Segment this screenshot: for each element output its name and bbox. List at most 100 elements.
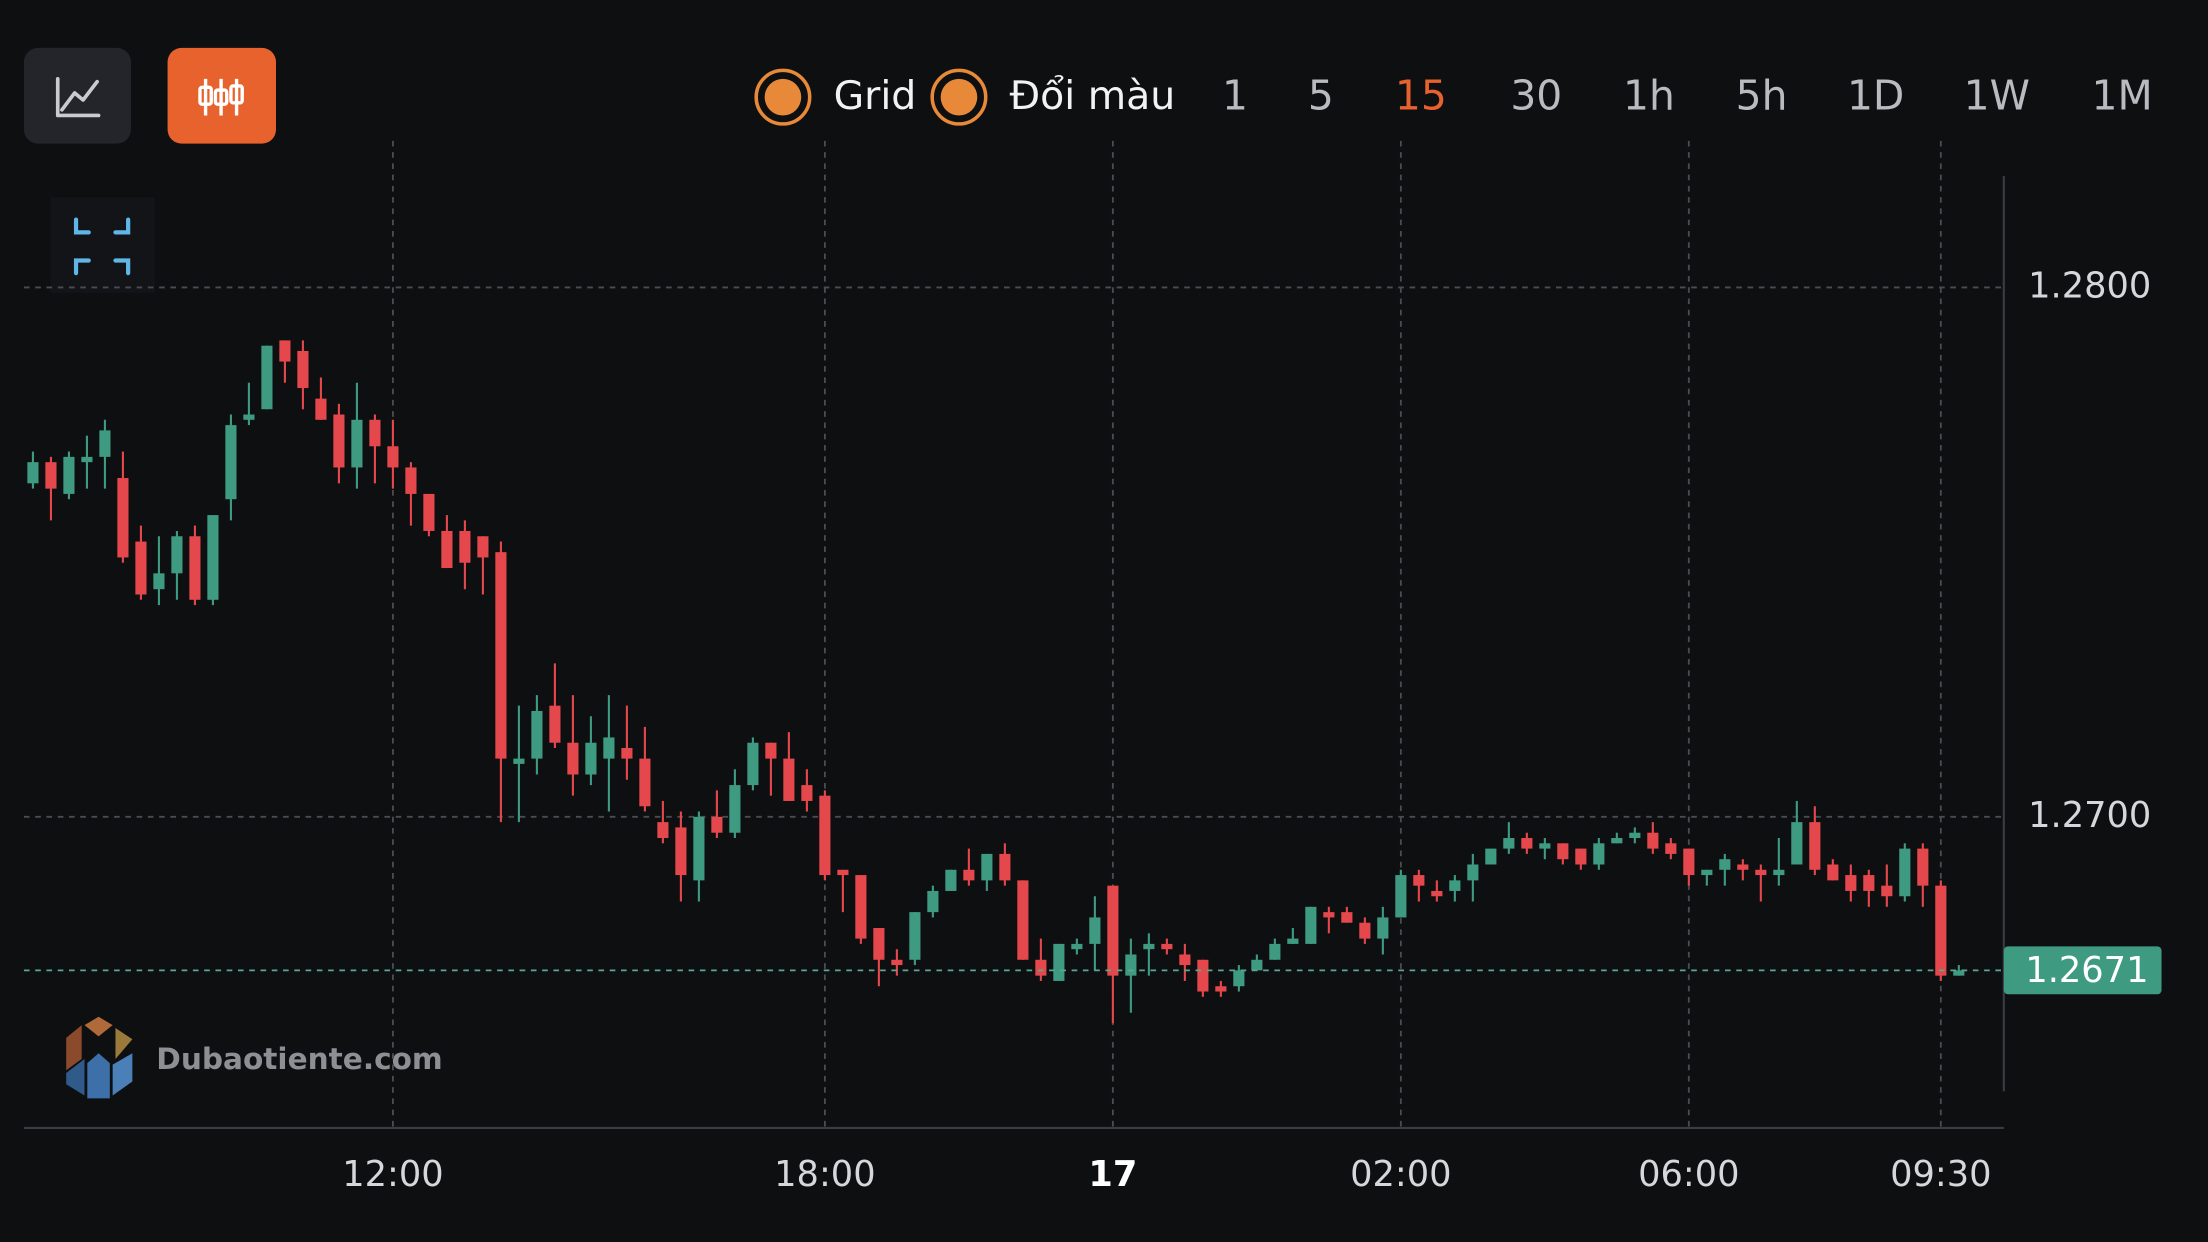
candle-body — [1215, 986, 1227, 992]
candle-body — [45, 462, 57, 489]
timeframe-button[interactable]: 1W — [1964, 72, 2030, 120]
candle-body — [1071, 943, 1083, 950]
candle-body — [1485, 848, 1497, 865]
candle-body — [1791, 822, 1803, 865]
x-tick-label: 02:00 — [1350, 1154, 1451, 1195]
candle-body — [873, 928, 885, 960]
candle-body — [297, 350, 309, 389]
x-tick-label: 06:00 — [1638, 1154, 1739, 1195]
candle-body — [225, 425, 237, 500]
candle-body — [1647, 832, 1659, 849]
candle-body — [1467, 864, 1479, 881]
line-mode-button[interactable] — [23, 47, 131, 144]
candle-body — [1305, 906, 1317, 944]
watermark-logo — [66, 1016, 133, 1099]
candle-body — [1341, 912, 1353, 923]
candle-body — [315, 398, 327, 420]
candle-body — [207, 515, 219, 600]
candle-body — [801, 785, 813, 801]
candle-body — [495, 552, 507, 759]
candle-body — [981, 853, 993, 881]
candle-body — [693, 816, 705, 881]
candle-body — [909, 912, 921, 960]
radio-outer[interactable] — [754, 68, 812, 126]
timeframe-button[interactable]: 1h — [1623, 72, 1675, 120]
candle-body — [1935, 885, 1947, 976]
candle-body — [1035, 959, 1047, 976]
candle-body — [99, 430, 111, 457]
plot — [23, 140, 2004, 1127]
radio-inner — [940, 78, 978, 116]
watermark-text: Dubaotiente.com — [156, 1042, 442, 1076]
candle-body — [1827, 864, 1839, 881]
candle-body — [1287, 938, 1299, 944]
candle-body — [117, 478, 129, 558]
candle-body — [1143, 943, 1155, 950]
compress-arrows — [73, 217, 131, 276]
candle-body — [639, 758, 651, 807]
line-icon — [55, 77, 101, 118]
candle-body — [1359, 922, 1371, 939]
last-price-label: 1.2671 — [2025, 950, 2148, 991]
last-price-badge — [2003, 946, 2162, 995]
candle-body — [1323, 912, 1335, 918]
candle-mode-button[interactable] — [167, 47, 276, 144]
candle-body — [261, 345, 273, 410]
candle-body — [819, 795, 831, 876]
candle-body — [27, 462, 39, 484]
candle-body — [567, 742, 579, 775]
candle-body — [927, 890, 939, 913]
x-tick-label: 09:30 — [1890, 1154, 1991, 1195]
timeframe-button[interactable]: 15 — [1395, 72, 1447, 120]
candle-body — [1377, 917, 1389, 939]
candle-body — [837, 869, 849, 876]
candle-body — [513, 758, 525, 764]
compress-icon[interactable] — [50, 197, 155, 293]
candle-body — [423, 493, 435, 531]
timeframe-button[interactable]: 30 — [1510, 72, 1562, 120]
candle-body — [1161, 943, 1173, 950]
candle-body — [1773, 869, 1785, 876]
candle-body — [1449, 880, 1461, 891]
candle-body — [477, 536, 489, 558]
candle-body — [729, 785, 741, 833]
radio-outer[interactable] — [930, 68, 988, 126]
candle-body — [1755, 869, 1767, 876]
candle-body — [603, 737, 615, 759]
candle-body — [1089, 917, 1101, 944]
candle-body — [747, 742, 759, 786]
candle-body — [963, 869, 975, 881]
candle-body — [459, 530, 471, 563]
candle-body — [1107, 885, 1119, 976]
timeframe-button[interactable]: 1M — [2092, 72, 2153, 120]
candle-body — [1125, 954, 1137, 976]
candle-body — [333, 414, 345, 468]
candle-body — [1899, 848, 1911, 897]
candle-body — [81, 456, 93, 463]
timeframe-button[interactable]: 5h — [1736, 72, 1788, 120]
option-label[interactable]: Đổi màu — [1010, 73, 1176, 119]
candle-body — [1629, 832, 1641, 839]
x-tick-label: 12:00 — [342, 1154, 443, 1195]
timeframe-button[interactable]: 1D — [1847, 72, 1904, 120]
candle-body — [1575, 848, 1587, 865]
candle-body — [765, 742, 777, 759]
candle-body — [1233, 970, 1245, 987]
option-label[interactable]: Grid — [834, 73, 917, 119]
candle-body — [1863, 875, 1875, 891]
x-tick-label: 18:00 — [774, 1154, 875, 1195]
candle-body — [1737, 864, 1749, 870]
candle-body — [1683, 848, 1695, 876]
candle-body — [387, 446, 399, 468]
radio-inner — [764, 78, 802, 116]
timeframe-button[interactable]: 1 — [1222, 72, 1248, 120]
timeframe-button[interactable]: 5 — [1308, 72, 1334, 120]
candle-body — [63, 456, 75, 494]
candle-body — [531, 710, 543, 759]
candle-body — [1431, 890, 1443, 897]
candle-body — [1251, 959, 1263, 971]
candle-body — [1017, 880, 1029, 960]
candle-body — [1881, 885, 1893, 897]
candle-body — [657, 822, 669, 839]
